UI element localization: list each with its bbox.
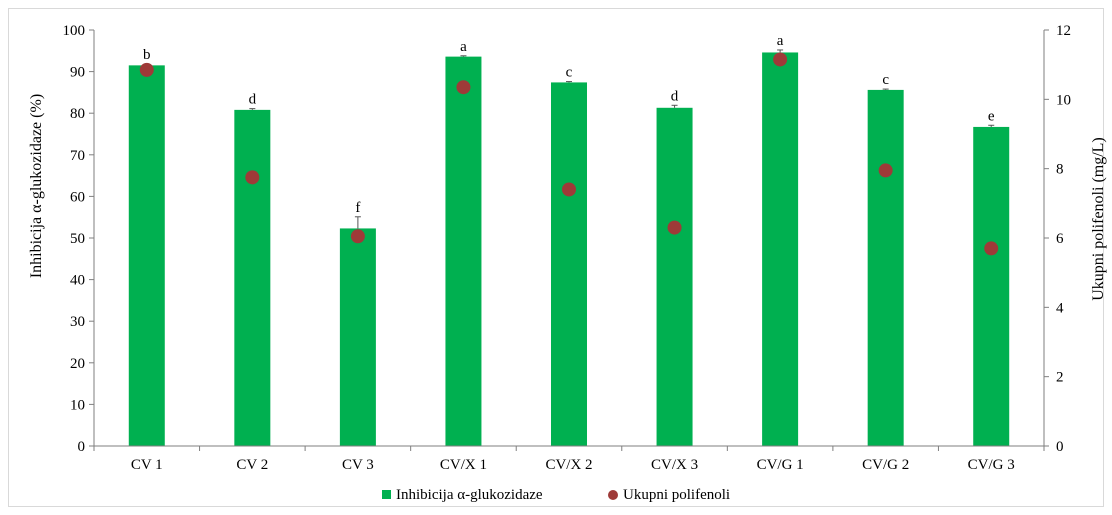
x-tick-label: CV 2	[236, 457, 268, 473]
bar	[445, 56, 482, 447]
y2-tick-label: 6	[1056, 231, 1064, 247]
points-layer	[139, 52, 999, 256]
data-point	[139, 62, 154, 77]
y-tick-label: 30	[70, 314, 85, 330]
data-point	[350, 229, 365, 244]
bar	[234, 109, 271, 446]
bars-layer	[128, 52, 1010, 447]
significance-label: c	[882, 72, 889, 88]
significance-label: b	[143, 47, 151, 63]
y-tick-label: 80	[70, 106, 85, 122]
y-tick-label: 100	[63, 23, 86, 39]
x-tick-label: CV 1	[131, 457, 163, 473]
bar	[128, 65, 165, 447]
data-point	[984, 241, 999, 256]
y2-tick-label: 0	[1056, 439, 1064, 455]
significance-label: c	[566, 65, 573, 81]
x-tick-label: CV/G 1	[757, 457, 804, 473]
legend: Inhibicija α-glukozidaze Ukupni polifeno…	[382, 487, 730, 503]
significance-label: d	[249, 92, 257, 108]
x-tick-label: CV/G 3	[968, 457, 1015, 473]
y-tick-label: 50	[70, 231, 85, 247]
x-tick-label: CV/G 2	[862, 457, 909, 473]
y2-tick-label: 4	[1056, 300, 1064, 316]
data-point	[245, 170, 260, 185]
legend-label-bar: Inhibicija α-glukozidaze	[396, 487, 543, 503]
significance-label: f	[355, 200, 360, 216]
bar	[551, 82, 587, 446]
y-tick-label: 70	[70, 148, 85, 164]
y2-tick-label: 2	[1056, 370, 1064, 386]
significance-label: a	[777, 33, 784, 49]
data-point	[773, 52, 788, 67]
legend-swatch-bar	[382, 490, 391, 499]
data-point	[667, 220, 682, 235]
y-tick-label: 20	[70, 356, 85, 372]
bar	[762, 52, 799, 447]
significance-label: a	[460, 39, 467, 55]
y2-axis-title: Ukupni polifenoli (mg/L)	[1090, 137, 1107, 301]
x-tick-label: CV 3	[342, 457, 374, 473]
bar	[339, 228, 376, 446]
x-tick-label: CV/X 3	[651, 457, 698, 473]
x-tick-label: CV/X 1	[440, 457, 487, 473]
bar	[867, 89, 904, 447]
significance-labels-layer: b d f a c d a c e	[143, 33, 995, 216]
y2-tick-label: 8	[1056, 162, 1064, 178]
legend-swatch-point	[608, 490, 618, 500]
y2-tick-label: 10	[1056, 92, 1071, 108]
axes-layer: CV 1 CV 2 CV 3 CV/X 1 CV/X 2 CV/X 3 CV/G 1 CV/G…	[63, 23, 1072, 473]
y-tick-label: 60	[70, 189, 85, 205]
data-point	[878, 163, 893, 178]
data-point	[562, 182, 576, 197]
data-point	[456, 80, 471, 95]
y-tick-label: 40	[70, 273, 85, 289]
significance-label: d	[671, 88, 679, 104]
x-tick-label: CV/X 2	[545, 457, 592, 473]
bar	[973, 126, 1010, 446]
y-tick-label: 10	[70, 397, 85, 413]
legend-label-point: Ukupni polifenoli	[623, 487, 730, 503]
significance-label: e	[988, 108, 995, 124]
y-tick-label: 0	[78, 439, 86, 455]
bar	[656, 107, 693, 447]
y-axis-title: Inhibicija α-glukozidaze (%)	[28, 94, 45, 278]
y-tick-label: 90	[70, 65, 85, 81]
y2-tick-label: 12	[1056, 23, 1071, 39]
